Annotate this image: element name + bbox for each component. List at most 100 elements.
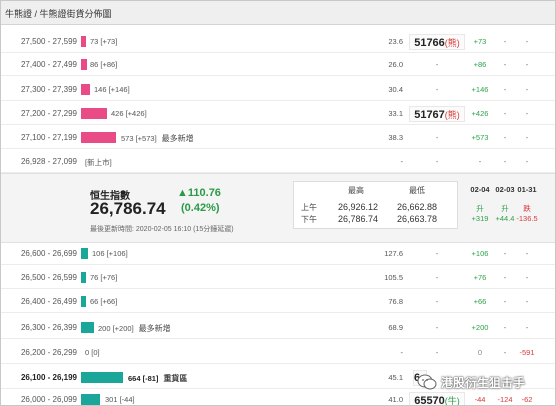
table-row[interactable]: 27,200 - 27,299 426 [+426] 33.1 51767(熊)… bbox=[1, 103, 555, 125]
table-row[interactable]: 26,000 - 26,099 301 [-44] 41.0 65570(牛) … bbox=[1, 389, 555, 405]
ratio-value: 33.1 bbox=[388, 109, 403, 118]
change-0131: - bbox=[525, 297, 529, 306]
range-label: 27,400 - 27,499 bbox=[20, 60, 77, 69]
history-date-0131: 01-31 bbox=[517, 185, 537, 194]
range-label: 27,500 - 27,599 bbox=[20, 37, 77, 46]
outstanding-bar bbox=[81, 248, 88, 259]
change-0131: -591 bbox=[519, 348, 535, 357]
count-label: 66 [+66] bbox=[90, 297, 118, 306]
breadcrumb[interactable]: 牛熊證 / 牛熊證街貨分佈圖 bbox=[5, 9, 112, 19]
high-low-table bbox=[293, 181, 458, 229]
change-0203: - bbox=[503, 323, 507, 332]
change-0204: -44 bbox=[474, 395, 486, 404]
change-0203: - bbox=[503, 109, 507, 118]
change-0131: - bbox=[525, 157, 529, 166]
outstanding-bar bbox=[81, 394, 100, 405]
range-label: 27,100 - 27,199 bbox=[20, 133, 77, 142]
range-label: 26,400 - 26,499 bbox=[20, 297, 77, 306]
change-0204: +66 bbox=[473, 297, 487, 306]
range-label: 26,000 - 26,099 bbox=[20, 395, 77, 404]
outstanding-bar bbox=[81, 322, 94, 333]
table-row[interactable]: 26,928 - 27,099 [新上市] - - - - - bbox=[1, 151, 555, 173]
change-0204: - bbox=[478, 157, 482, 166]
count-label: 106 [+106] bbox=[92, 249, 128, 258]
am-low: 26,662.88 bbox=[397, 202, 438, 212]
strike-code: - bbox=[435, 133, 439, 142]
change-0131: -62 bbox=[521, 395, 533, 404]
table-row[interactable]: 27,500 - 27,599 73 [+73] 23.6 51766(熊) +… bbox=[1, 31, 555, 53]
wechat-icon bbox=[417, 374, 437, 390]
count-label: 573 [+573] 最多新增 bbox=[121, 134, 194, 143]
range-label: 27,200 - 27,299 bbox=[20, 109, 77, 118]
strike-code: - bbox=[435, 273, 439, 282]
count-label: 301 [-44] bbox=[105, 395, 135, 404]
change-0203: - bbox=[503, 348, 507, 357]
ratio-value: 26.0 bbox=[388, 60, 403, 69]
page-header: 牛熊證 / 牛熊證街貨分佈圖 bbox=[1, 1, 555, 25]
change-0204: +73 bbox=[473, 37, 487, 46]
change-0131: - bbox=[525, 133, 529, 142]
change-0204: 0 bbox=[477, 348, 483, 357]
table-row[interactable]: 26,600 - 26,699 106 [+106] 127.6 - +106 … bbox=[1, 243, 555, 265]
history-val-0131: -136.5 bbox=[516, 214, 538, 223]
strike-code: - bbox=[435, 249, 439, 258]
table-row[interactable]: 26,200 - 26,299 0 [0] - - 0 - -591 bbox=[1, 342, 555, 364]
ratio-value: - bbox=[400, 348, 404, 357]
table-row[interactable]: 27,400 - 27,499 86 [+86] 26.0 - +86 - - bbox=[1, 54, 555, 76]
ratio-value: 76.8 bbox=[388, 297, 403, 306]
pm-low: 26,663.78 bbox=[397, 214, 438, 224]
count-label: 426 [+426] bbox=[111, 109, 147, 118]
table-row[interactable]: 26,400 - 26,499 66 [+66] 76.8 - +66 - - bbox=[1, 291, 555, 313]
new-listing-label: [新上市] bbox=[85, 158, 112, 167]
range-label: 26,928 - 27,099 bbox=[20, 157, 77, 166]
change-0203: - bbox=[503, 273, 507, 282]
change-0203: - bbox=[503, 60, 507, 69]
table-row[interactable]: 26,500 - 26,599 76 [+76] 105.5 - +76 - - bbox=[1, 267, 555, 289]
range-label: 27,300 - 27,399 bbox=[20, 85, 77, 94]
strike-code: - bbox=[435, 60, 439, 69]
session-label-am: 上午 bbox=[301, 203, 317, 212]
most-added-tag: 最多新增 bbox=[161, 134, 194, 143]
outstanding-bar bbox=[81, 36, 86, 47]
strike-code[interactable]: 51767(熊) bbox=[409, 106, 465, 122]
index-value: 26,786.74 bbox=[90, 199, 166, 218]
index-change-pct: (0.42%) bbox=[181, 202, 220, 214]
strike-code: - bbox=[435, 323, 439, 332]
history-dir-0203: 升 bbox=[501, 204, 509, 213]
ratio-value: - bbox=[400, 157, 404, 166]
strike-code[interactable]: 65570(牛) bbox=[409, 392, 465, 405]
change-0204: +146 bbox=[471, 85, 489, 94]
session-label-pm: 下午 bbox=[301, 215, 317, 224]
strike-code[interactable]: 51766(熊) bbox=[409, 34, 465, 50]
strike-code: - bbox=[435, 297, 439, 306]
ratio-value: 41.0 bbox=[388, 395, 403, 404]
change-0204: +573 bbox=[471, 133, 489, 142]
change-0204: +200 bbox=[471, 323, 489, 332]
change-0131: - bbox=[525, 249, 529, 258]
range-label: 26,500 - 26,599 bbox=[20, 273, 77, 282]
table-row[interactable]: 27,300 - 27,399 146 [+146] 30.4 - +146 -… bbox=[1, 79, 555, 101]
table-row[interactable]: 26,300 - 26,399 200 [+200] 最多新增 68.9 - +2… bbox=[1, 317, 555, 339]
history-dir-0131: 跌 bbox=[523, 204, 531, 213]
outstanding-bar bbox=[81, 132, 116, 143]
count-label: 76 [+76] bbox=[90, 273, 118, 282]
change-0203: - bbox=[503, 133, 507, 142]
count-label: 0 [0] bbox=[85, 348, 100, 357]
count-label: 146 [+146] bbox=[94, 85, 130, 94]
history-date-0204: 02-04 bbox=[470, 185, 490, 194]
change-0203: - bbox=[503, 85, 507, 94]
heavy-zone-tag: 重貨區 bbox=[163, 374, 188, 383]
pm-high: 26,786.74 bbox=[338, 214, 379, 224]
change-0131: - bbox=[525, 85, 529, 94]
range-label: 26,600 - 26,699 bbox=[20, 249, 77, 258]
ratio-value: 127.6 bbox=[384, 249, 403, 258]
low-header: 最低 bbox=[409, 186, 425, 195]
table-row[interactable]: 27,100 - 27,199 573 [+573] 最多新增 38.3 - +5… bbox=[1, 127, 555, 149]
count-label: 86 [+86] bbox=[90, 60, 118, 69]
change-0131: - bbox=[525, 323, 529, 332]
index-summary-panel bbox=[1, 173, 555, 243]
strike-code: - bbox=[435, 85, 439, 94]
count-label: 200 [+200] 最多新增 bbox=[98, 324, 171, 333]
change-0203: -124 bbox=[497, 395, 513, 404]
